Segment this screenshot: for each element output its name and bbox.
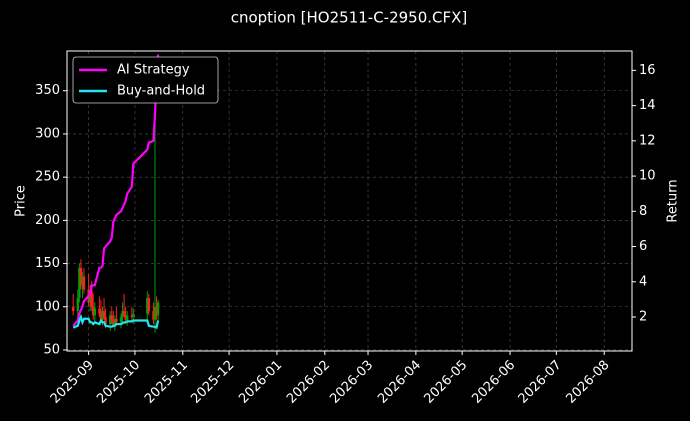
legend-label: AI Strategy: [117, 63, 190, 78]
x-tick-label: 2026-04: [375, 358, 424, 407]
candle-body: [121, 311, 124, 318]
legend: AI Strategy Buy-and-Hold: [72, 56, 219, 104]
candle-body: [115, 318, 118, 323]
y2-tick-label: 8: [639, 204, 647, 219]
y-tick-label: 250: [35, 170, 60, 185]
candle-body: [71, 306, 75, 312]
candle-body: [130, 315, 134, 318]
x-tick-label: 2026-05: [421, 358, 470, 407]
candle-body: [99, 313, 103, 320]
candle-body: [124, 315, 127, 320]
candle-body: [155, 306, 158, 316]
candle-body: [156, 302, 160, 316]
y2-tick-label: 4: [639, 274, 647, 289]
candle-body: [102, 311, 106, 318]
candle-body: [78, 267, 81, 299]
candle-body: [90, 291, 93, 307]
y-tick-label: 150: [35, 256, 60, 271]
x-tick-label: 2025-09: [48, 358, 97, 407]
candle-body: [79, 267, 83, 286]
candle-body: [82, 276, 86, 290]
y-tick-label: 50: [43, 342, 60, 357]
candle-body: [119, 317, 123, 323]
y2-axis-label: Return: [666, 179, 681, 222]
candle-body: [76, 298, 80, 312]
x-tick-label: 2025-11: [142, 358, 191, 407]
y2-tick-label: 6: [639, 239, 647, 254]
x-tick-label: 2025-12: [188, 358, 237, 407]
candle-body: [122, 311, 126, 316]
x-tick-label: 2026-08: [563, 358, 612, 407]
x-tick-label: 2026-01: [236, 358, 285, 407]
x-tick-label: 2026-02: [284, 358, 333, 407]
y-axis-label: Price: [14, 185, 29, 217]
plot-frame: [66, 50, 633, 352]
candle-body: [93, 308, 96, 316]
candle-body: [113, 318, 117, 326]
chart-title: cnoption [HO2511-C-2950.CFX]: [231, 9, 468, 27]
candle-body: [126, 315, 129, 320]
y2-tick-label: 14: [639, 98, 656, 113]
x-tick-label: 2026-07: [516, 358, 565, 407]
y2-tick-label: 16: [639, 63, 656, 78]
candle-body: [153, 306, 157, 320]
x-tick-label: 2026-03: [327, 358, 376, 407]
candle-body: [152, 311, 155, 320]
candle-body: [88, 291, 92, 303]
y-tick-label: 300: [35, 126, 60, 141]
legend-label: Buy-and-Hold: [117, 84, 205, 99]
candle-body: [81, 276, 84, 286]
x-tick-label: 2025-10: [94, 358, 143, 407]
y-tick-label: 100: [35, 299, 60, 314]
y2-tick-label: 10: [639, 169, 656, 184]
candle-body: [112, 319, 115, 326]
candle-body: [92, 306, 95, 316]
y-tick-label: 200: [35, 213, 60, 228]
x-tick-label: 2026-06: [469, 358, 518, 407]
candle-body: [147, 298, 151, 312]
candle-body: [132, 313, 135, 318]
legend-box: [72, 56, 219, 104]
candle-body: [109, 315, 112, 325]
candle-body: [101, 311, 104, 320]
y-tick-label: 350: [35, 83, 60, 98]
candle-body: [104, 317, 107, 325]
candle-body: [146, 298, 149, 314]
y2-tick-label: 12: [639, 133, 656, 148]
y2-tick-label: 2: [639, 310, 647, 325]
candle-body: [98, 308, 101, 314]
candle-body: [110, 315, 113, 320]
series-line: [72, 54, 160, 327]
series-line: [72, 313, 160, 330]
